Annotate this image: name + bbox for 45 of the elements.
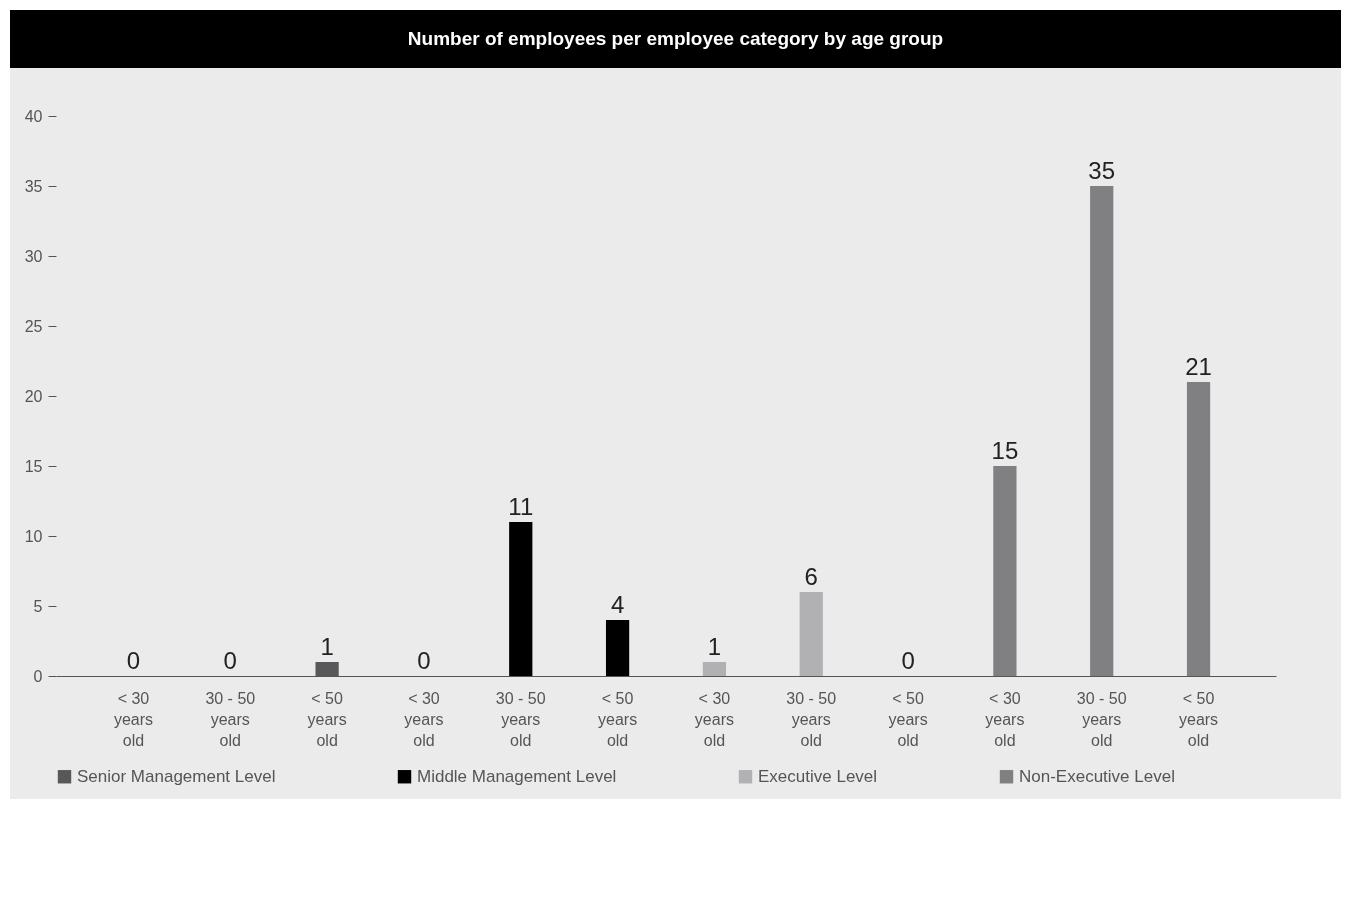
legend-label: Non-Executive Level	[1019, 766, 1175, 786]
bar	[1186, 382, 1211, 676]
x-tick-label: < 50 years old	[307, 689, 347, 749]
y-tick-label: 10	[24, 527, 43, 545]
data-label: 35	[1088, 157, 1116, 184]
x-tick-label: < 30 years old	[694, 689, 734, 749]
legend-label: Executive Level	[758, 766, 878, 786]
legend-label: Middle Management Level	[417, 766, 617, 786]
x-tick-label: 30 - 50 years old	[786, 689, 837, 749]
bar	[605, 620, 630, 676]
y-tick-label: 0	[33, 667, 43, 685]
x-tick-label: < 50 years old	[598, 689, 638, 749]
bar	[509, 522, 533, 676]
y-tick-label: 5	[33, 597, 43, 615]
x-tick-label: 30 - 50 years old	[1076, 689, 1127, 749]
data-label: 0	[901, 647, 915, 674]
data-label: 1	[707, 633, 722, 660]
x-tick-label: < 30 years old	[113, 689, 154, 749]
y-tick-label: 20	[24, 387, 43, 405]
bar	[1090, 186, 1114, 676]
bar	[993, 466, 1017, 676]
data-label: 0	[417, 647, 431, 674]
x-tick-label: 30 - 50 years old	[205, 689, 256, 749]
chart-title: Number of employees per employee category by age group	[10, 10, 1341, 68]
data-label: 1	[320, 633, 334, 660]
x-tick-label: < 30 years old	[985, 689, 1025, 749]
x-tick-label: < 50 years old	[888, 689, 928, 749]
bar	[702, 662, 727, 676]
x-tick-label: < 50 years old	[1178, 689, 1219, 749]
data-label: 0	[126, 647, 141, 674]
x-tick-label: 30 - 50 years old	[495, 689, 546, 749]
data-label: 21	[1185, 353, 1212, 380]
bar	[799, 592, 823, 676]
data-label: 0	[223, 647, 237, 674]
y-tick-label: 25	[24, 317, 43, 335]
data-label: 11	[508, 493, 534, 520]
y-tick-label: 40	[24, 107, 43, 125]
x-tick-label: < 30 years old	[404, 689, 444, 749]
y-tick-label: 30	[24, 247, 43, 265]
y-tick-label: 15	[24, 457, 43, 475]
legend-label: Senior Management Level	[77, 766, 276, 786]
data-label: 4	[610, 591, 625, 618]
data-label: 6	[804, 563, 818, 590]
y-tick-label: 35	[24, 177, 43, 195]
data-label: 15	[991, 437, 1019, 464]
